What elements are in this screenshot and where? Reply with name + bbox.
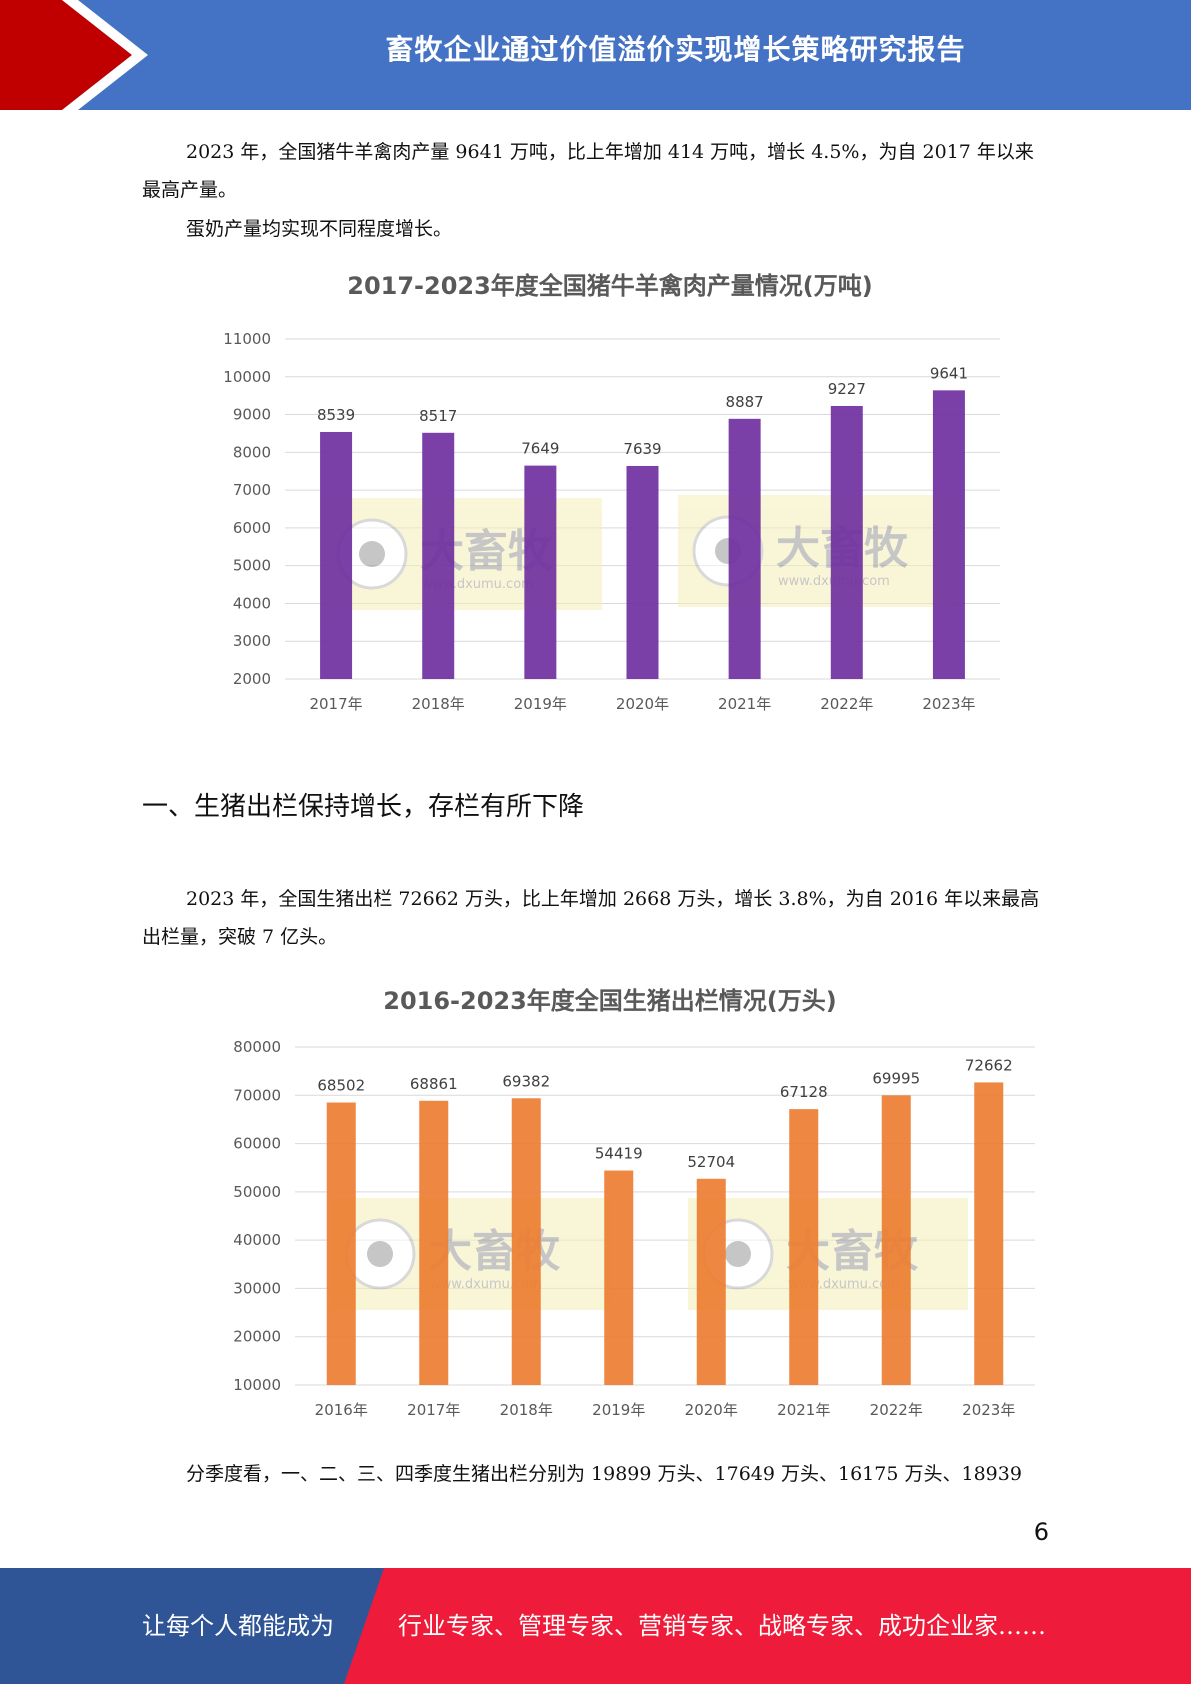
- data-label: 8887: [726, 393, 764, 411]
- data-label: 9227: [828, 380, 866, 398]
- meat-production-chart: 2017-2023年度全国猪牛羊禽肉产量情况(万吨) 2000 3000 4000 50…: [200, 265, 1020, 725]
- data-label: 69382: [502, 1072, 550, 1090]
- hog-slaughter-chart-svg: 2016-2023年度全国生猪出栏情况(万头) 10000 20000 30000 40…: [233, 987, 1035, 1419]
- y-tick-label: 7000: [233, 481, 271, 499]
- footer-slogan-right: 行业专家、管理专家、营销专家、战略专家、成功企业家……: [398, 1612, 1046, 1640]
- y-tick-label: 2000: [233, 670, 271, 688]
- data-label: 68861: [410, 1075, 458, 1093]
- data-label: 9641: [930, 364, 968, 382]
- x-tick-label: 2017年: [407, 1401, 460, 1419]
- data-label: 7639: [623, 440, 661, 458]
- bar: [419, 1100, 449, 1385]
- bar: [524, 465, 557, 679]
- x-tick-label: 2017年: [309, 695, 362, 713]
- y-tick-label: 10000: [223, 368, 271, 386]
- data-label: 7649: [521, 440, 559, 458]
- footer-slogan-left: 让每个人都能成为: [142, 1612, 334, 1640]
- data-label: 8539: [317, 406, 355, 424]
- footer-band: 让每个人都能成为 行业专家、管理专家、营销专家、战略专家、成功企业家……: [0, 1568, 1191, 1684]
- bar: [881, 1095, 911, 1385]
- hog-slaughter-chart: 2016-2023年度全国生猪出栏情况(万头) 10000 20000 30000 40…: [210, 970, 1050, 1430]
- paragraph-hog-slaughter: 2023 年，全国生猪出栏 72662 万头，比上年增加 2668 万头，增长 …: [142, 888, 1040, 948]
- y-tick-label: 6000: [233, 519, 271, 537]
- y-tick-label: 9000: [233, 406, 271, 424]
- x-tick-label: 2022年: [820, 695, 873, 713]
- bar: [789, 1109, 819, 1385]
- y-tick-label: 30000: [233, 1279, 281, 1297]
- paragraph-meat-production: 2023 年，全国猪牛羊禽肉产量 9641 万吨，比上年增加 414 万吨，增长…: [142, 141, 1034, 201]
- x-tick-label: 2019年: [514, 695, 567, 713]
- y-tick-label: 4000: [233, 594, 271, 612]
- data-label: 52704: [687, 1153, 735, 1171]
- bar: [830, 405, 863, 679]
- bar: [326, 1102, 356, 1385]
- bar: [320, 431, 353, 679]
- data-label: 8517: [419, 407, 457, 425]
- header-arrow-graphic: [0, 0, 148, 110]
- y-tick-label: 40000: [233, 1231, 281, 1249]
- chart-title: 2016-2023年度全国生猪出栏情况(万头): [383, 987, 837, 1015]
- x-tick-label: 2020年: [685, 1401, 738, 1419]
- bar: [511, 1098, 541, 1385]
- x-tick-label: 2016年: [315, 1401, 368, 1419]
- bar: [626, 465, 659, 679]
- paragraph-egg-milk: 蛋奶产量均实现不同程度增长。: [186, 218, 453, 240]
- x-tick-label: 2019年: [592, 1401, 645, 1419]
- data-label: 69995: [872, 1069, 920, 1087]
- header-band: 畜牧企业通过价值溢价实现增长策略研究报告: [0, 0, 1191, 110]
- footer-background: [0, 1568, 1191, 1684]
- section-heading: 一、生猪出栏保持增长，存栏有所下降: [142, 792, 585, 822]
- y-tick-label: 8000: [233, 443, 271, 461]
- page-number: 6: [1033, 1518, 1049, 1546]
- bar: [696, 1178, 726, 1385]
- x-tick-label: 2018年: [500, 1401, 553, 1419]
- x-tick-label: 2018年: [412, 695, 465, 713]
- bar: [422, 432, 455, 679]
- chart-title: 2017-2023年度全国猪牛羊禽肉产量情况(万吨): [347, 272, 873, 300]
- x-tick-label: 2021年: [718, 695, 771, 713]
- bar: [728, 418, 761, 679]
- meat-production-chart-svg: 2017-2023年度全国猪牛羊禽肉产量情况(万吨) 2000 3000 4000 50…: [223, 272, 1000, 713]
- y-tick-label: 80000: [233, 1038, 281, 1056]
- y-tick-label: 20000: [233, 1328, 281, 1346]
- x-tick-label: 2020年: [616, 695, 669, 713]
- x-tick-label: 2021年: [777, 1401, 830, 1419]
- y-tick-label: 3000: [233, 632, 271, 650]
- data-label: 72662: [965, 1056, 1013, 1074]
- data-label: 67128: [780, 1083, 828, 1101]
- y-tick-label: 60000: [233, 1135, 281, 1153]
- y-tick-label: 11000: [223, 330, 271, 348]
- x-tick-label: 2023年: [962, 1401, 1015, 1419]
- paragraph-quarterly: 分季度看，一、二、三、四季度生猪出栏分别为 19899 万头、17649 万头、…: [186, 1463, 1022, 1485]
- y-tick-label: 50000: [233, 1183, 281, 1201]
- bar: [932, 390, 965, 679]
- y-tick-label: 10000: [233, 1376, 281, 1394]
- x-tick-label: 2022年: [870, 1401, 923, 1419]
- y-tick-label: 5000: [233, 557, 271, 575]
- bar: [974, 1082, 1004, 1385]
- y-tick-label: 70000: [233, 1086, 281, 1104]
- data-label: 68502: [317, 1077, 365, 1095]
- data-label: 54419: [595, 1145, 643, 1163]
- x-tick-label: 2023年: [922, 695, 975, 713]
- bar: [604, 1170, 634, 1385]
- report-title: 畜牧企业通过价值溢价实现增长策略研究报告: [385, 33, 966, 66]
